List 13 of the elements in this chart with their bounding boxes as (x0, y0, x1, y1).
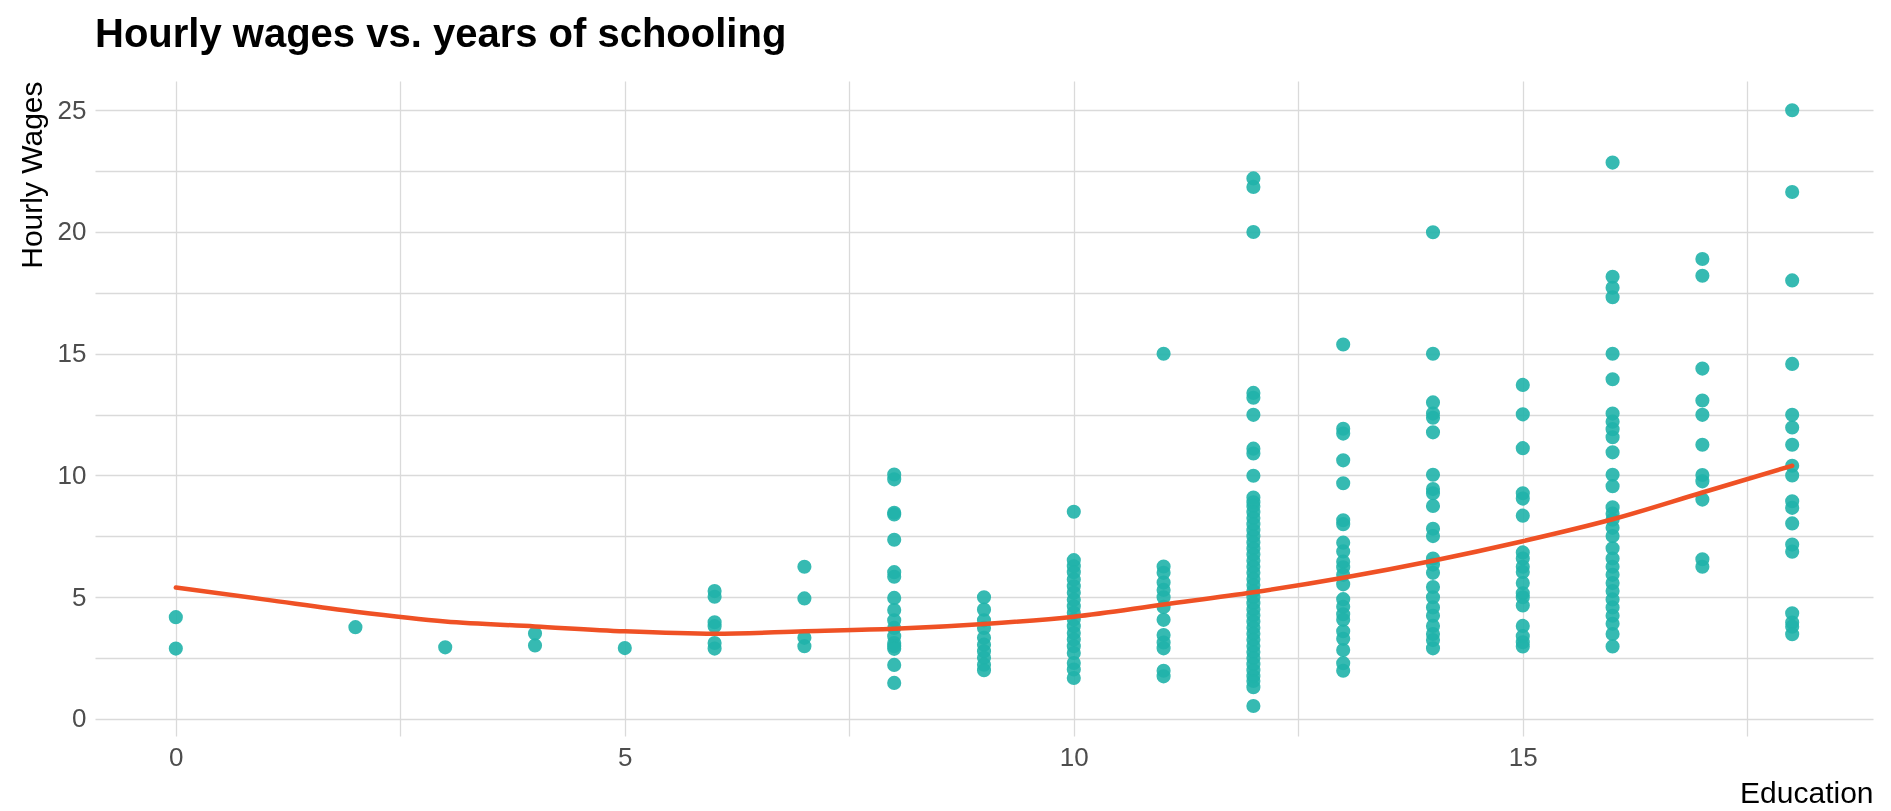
x-tick-label: 0 (169, 741, 184, 772)
y-tick-label: 5 (72, 581, 87, 612)
chart-title: Hourly wages vs. years of schooling (95, 11, 787, 55)
y-tick-label: 15 (57, 338, 87, 369)
x-axis-title: Education (1740, 775, 1874, 809)
y-tick-label: 0 (72, 703, 87, 734)
x-tick-label: 5 (618, 741, 633, 772)
x-tick-label: 15 (1508, 741, 1538, 772)
y-tick-label: 20 (57, 216, 87, 247)
y-tick-label: 10 (57, 459, 87, 490)
x-tick-label: 10 (1059, 741, 1089, 772)
y-tick-label: 25 (57, 94, 87, 125)
y-axis-title: Hourly Wages (14, 81, 48, 269)
